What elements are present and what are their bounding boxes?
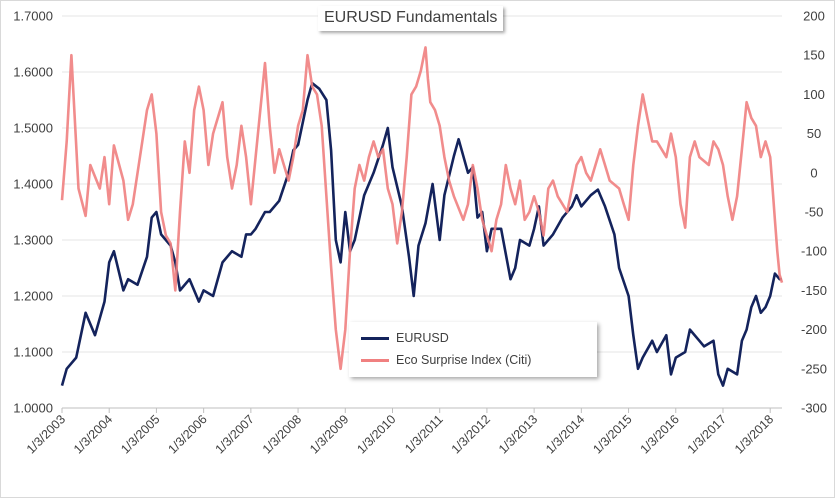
x-tick-label: 1/3/2011 <box>402 412 446 456</box>
legend-swatch-eco-surprise <box>361 358 389 362</box>
series-line-eco-surprise <box>60 46 784 371</box>
x-tick-label: 1/3/2006 <box>165 412 209 456</box>
x-tick-label: 1/3/2015 <box>590 412 634 456</box>
x-tick-label: 1/3/2016 <box>638 412 682 456</box>
y-left-tick-label: 1.3000 <box>13 233 53 248</box>
y-left-tick-label: 1.5000 <box>13 121 53 136</box>
x-tick-label: 1/3/2014 <box>543 412 587 456</box>
x-tick-label: 1/3/2008 <box>260 412 304 456</box>
series-line-eurusd <box>60 81 782 387</box>
y-right-tick-label: 50 <box>807 126 821 141</box>
y-right-tick-label: -150 <box>801 283 827 298</box>
y-right-tick-label: -200 <box>801 322 827 337</box>
y-left-tick-label: 1.6000 <box>13 65 53 80</box>
y-left-tick-label: 1.7000 <box>13 9 53 24</box>
y-right-tick-label: 0 <box>810 165 817 180</box>
x-tick-label: 1/3/2003 <box>24 412 68 456</box>
x-tick-label: 1/3/2005 <box>118 412 162 456</box>
series-layer <box>60 46 784 387</box>
y-left-tick-label: 1.1000 <box>13 345 53 360</box>
x-tick-label: 1/3/2004 <box>71 412 115 456</box>
legend-item-eurusd: EURUSD <box>361 330 449 346</box>
y-left-tick-label: 1.0000 <box>13 401 53 416</box>
legend-item-eco-surprise: Eco Surprise Index (Citi) <box>361 352 531 368</box>
y-left-tick-label: 1.4000 <box>13 177 53 192</box>
x-tick-label: 1/3/2017 <box>685 412 729 456</box>
x-tick-label: 1/3/2009 <box>307 412 351 456</box>
x-tick-label: 1/3/2010 <box>354 412 398 456</box>
legend-swatch-eurusd <box>361 336 389 340</box>
y-right-tick-label: 200 <box>803 9 825 24</box>
y-right-tick-label: -250 <box>801 361 827 376</box>
legend: EURUSD Eco Surprise Index (Citi) <box>349 322 597 377</box>
y-left-tick-label: 1.2000 <box>13 289 53 304</box>
y-right-tick-label: -300 <box>801 401 827 416</box>
chart-title: EURUSD Fundamentals <box>318 6 504 31</box>
legend-label-eurusd: EURUSD <box>396 331 449 345</box>
y-right-tick-label: 100 <box>803 87 825 102</box>
x-tick-label: 1/3/2013 <box>496 412 540 456</box>
legend-label-eco-surprise: Eco Surprise Index (Citi) <box>396 353 532 367</box>
x-tick-label: 1/3/2012 <box>449 412 493 456</box>
y-right-tick-label: -100 <box>801 244 827 259</box>
x-tick-label: 1/3/2007 <box>213 412 257 456</box>
x-tick-label: 1/3/2018 <box>732 412 776 456</box>
y-right-tick-label: -50 <box>805 205 824 220</box>
y-right-tick-label: 150 <box>803 48 825 63</box>
